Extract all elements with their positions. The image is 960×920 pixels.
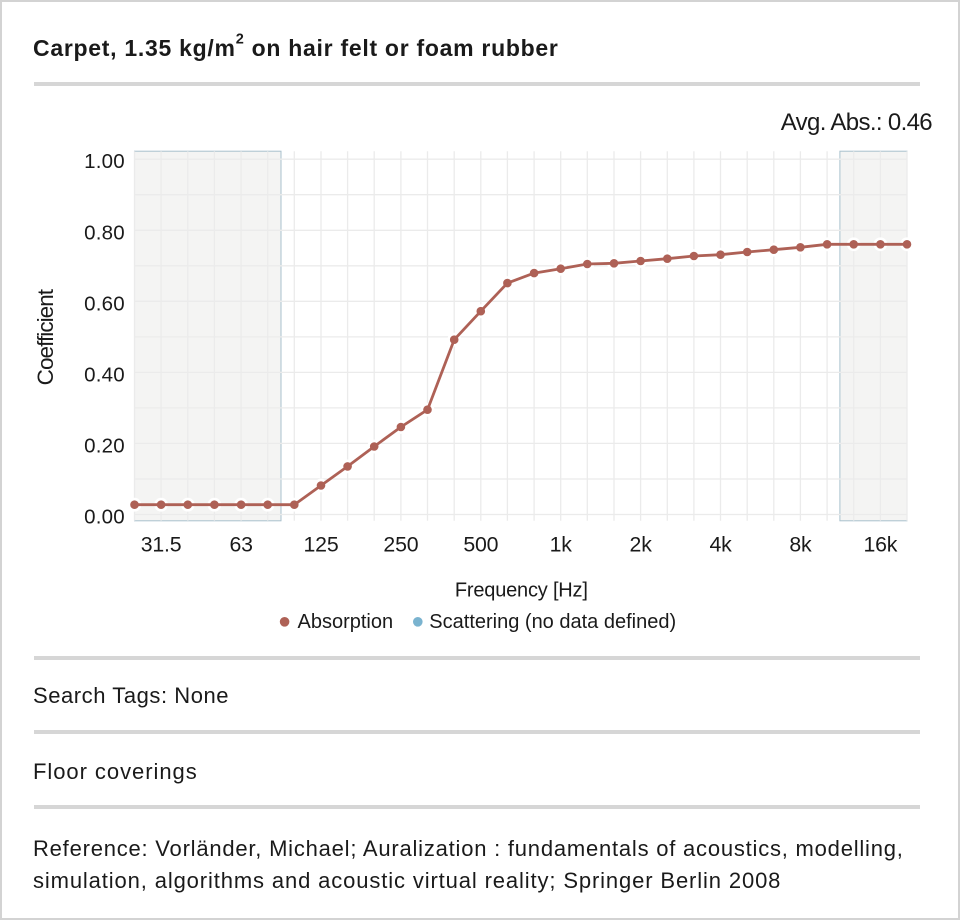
svg-text:1.00: 1.00 <box>84 150 125 173</box>
svg-text:8k: 8k <box>789 533 812 557</box>
svg-text:0.80: 0.80 <box>84 221 125 244</box>
svg-text:Coefficient: Coefficient <box>33 288 58 385</box>
svg-text:4k: 4k <box>709 533 732 557</box>
svg-text:0.00: 0.00 <box>84 506 125 529</box>
svg-text:Absorption: Absorption <box>298 611 394 633</box>
svg-text:250: 250 <box>383 533 418 557</box>
svg-text:16k: 16k <box>864 533 898 557</box>
svg-text:0.60: 0.60 <box>84 292 125 315</box>
svg-text:63: 63 <box>229 533 252 557</box>
svg-text:Frequency [Hz]: Frequency [Hz] <box>455 579 588 601</box>
svg-text:125: 125 <box>304 533 339 557</box>
svg-text:1k: 1k <box>550 533 573 557</box>
svg-text:2k: 2k <box>630 533 653 557</box>
svg-text:500: 500 <box>463 533 498 557</box>
svg-text:31.5: 31.5 <box>141 533 182 557</box>
svg-text:0.20: 0.20 <box>84 434 125 457</box>
svg-text:Scattering (no data defined): Scattering (no data defined) <box>429 611 676 633</box>
svg-text:0.40: 0.40 <box>84 363 125 386</box>
